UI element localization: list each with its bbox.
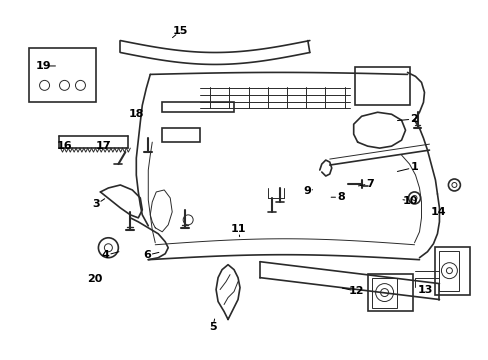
Text: 16: 16: [56, 141, 72, 151]
Text: 6: 6: [143, 250, 151, 260]
Text: 8: 8: [337, 192, 344, 202]
Bar: [367, 274, 412, 311]
Text: 18: 18: [128, 109, 143, 119]
Text: 7: 7: [366, 179, 373, 189]
Text: 1: 1: [409, 162, 417, 172]
Text: 9: 9: [303, 186, 310, 197]
Text: 20: 20: [86, 274, 102, 284]
Text: 10: 10: [402, 196, 417, 206]
Text: 17: 17: [95, 141, 111, 151]
Bar: [371, 278, 396, 307]
Text: 11: 11: [230, 225, 246, 234]
Text: 3: 3: [92, 199, 100, 210]
Bar: [162, 102, 234, 112]
Text: 13: 13: [416, 285, 432, 296]
Bar: [439, 251, 458, 291]
Text: 4: 4: [102, 250, 109, 260]
Text: 12: 12: [348, 286, 364, 296]
Bar: [435, 247, 469, 294]
Text: 15: 15: [172, 26, 187, 36]
Text: 19: 19: [36, 61, 51, 71]
Text: 14: 14: [430, 207, 446, 217]
Bar: [162, 128, 200, 142]
Bar: [354, 67, 408, 105]
Text: 2: 2: [409, 114, 417, 124]
Bar: [29, 48, 96, 102]
Text: 5: 5: [208, 322, 216, 332]
